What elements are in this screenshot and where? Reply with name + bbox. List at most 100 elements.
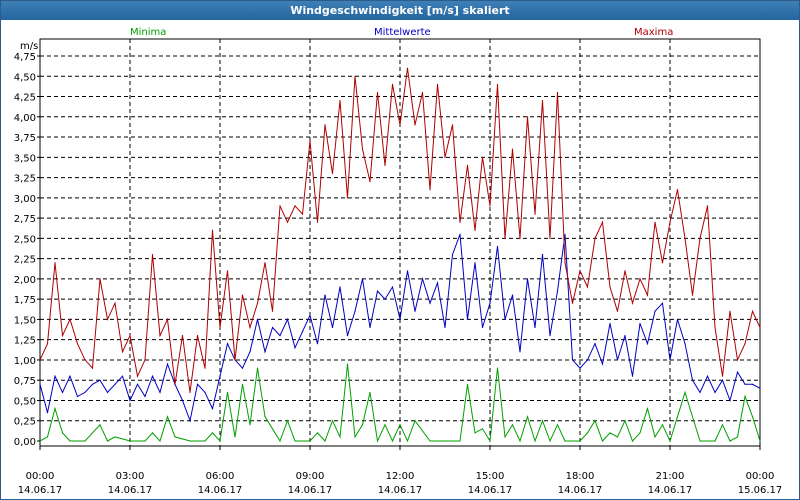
data-point-maxima (684, 237, 686, 239)
data-point-minima (144, 440, 146, 442)
data-point-minima (601, 440, 604, 442)
x-tick-time: 15:00 (476, 471, 505, 482)
data-point-minima (399, 424, 401, 426)
y-tick-label: 1,50 (14, 315, 36, 326)
data-point-mittelwerte (211, 408, 214, 410)
data-point-mittelwerte (459, 233, 461, 235)
data-point-mittelwerte (481, 326, 484, 329)
data-point-maxima (76, 343, 79, 345)
data-point-minima (106, 440, 109, 442)
data-point-minima (684, 391, 686, 393)
data-point-minima (759, 440, 761, 442)
data-point-maxima (309, 140, 311, 142)
y-tick-label: 2,75 (14, 214, 36, 225)
data-point-maxima (639, 278, 641, 280)
data-point-minima (736, 436, 739, 438)
data-point-minima (99, 424, 101, 426)
data-point-maxima (144, 359, 146, 361)
data-point-mittelwerte (541, 254, 544, 256)
data-point-minima (519, 440, 521, 442)
data-point-maxima (616, 310, 619, 312)
data-point-maxima (376, 91, 379, 94)
data-point-minima (444, 440, 446, 442)
data-point-minima (429, 440, 431, 442)
data-point-maxima (751, 310, 754, 312)
data-point-mittelwerte (414, 310, 416, 312)
data-point-mittelwerte (676, 318, 679, 320)
data-point-minima (271, 428, 274, 430)
y-tick-label: 1,00 (14, 356, 36, 367)
data-point-maxima (384, 164, 386, 166)
y-tick-label: 0,25 (14, 417, 36, 428)
data-point-maxima (586, 286, 589, 288)
data-point-minima (654, 436, 656, 438)
data-point-mittelwerte (699, 391, 701, 393)
data-point-minima (54, 408, 56, 410)
data-point-mittelwerte (369, 326, 371, 329)
data-point-mittelwerte (609, 322, 611, 325)
data-point-mittelwerte (129, 399, 131, 402)
data-point-minima (676, 416, 679, 418)
data-point-mittelwerte (616, 359, 619, 361)
data-point-maxima (354, 75, 356, 77)
data-point-mittelwerte (264, 351, 266, 353)
data-point-mittelwerte (316, 343, 319, 345)
data-point-maxima (271, 310, 274, 312)
data-point-mittelwerte (736, 371, 739, 373)
data-point-maxima (84, 359, 86, 361)
data-point-mittelwerte (76, 395, 79, 397)
data-point-maxima (474, 229, 476, 231)
data-point-mittelwerte (189, 420, 191, 422)
data-point-maxima (594, 237, 596, 239)
x-tick-date: 14.06.17 (108, 485, 153, 496)
data-point-maxima (699, 237, 701, 239)
y-axis-unit: m/s (20, 41, 38, 52)
data-point-maxima (526, 116, 529, 118)
data-point-maxima (721, 375, 724, 377)
data-point-maxima (459, 221, 461, 223)
y-tick-label: 3,25 (14, 174, 36, 185)
data-point-maxima (331, 172, 334, 175)
data-point-maxima (219, 326, 221, 329)
data-point-minima (316, 432, 319, 434)
data-point-maxima (54, 262, 56, 264)
data-point-mittelwerte (571, 359, 574, 361)
data-point-minima (159, 440, 161, 442)
data-point-mittelwerte (256, 318, 259, 320)
data-point-mittelwerte (346, 335, 349, 337)
data-point-minima (534, 440, 536, 442)
data-point-maxima (676, 189, 679, 191)
data-point-minima (489, 440, 491, 442)
data-point-mittelwerte (496, 245, 499, 248)
data-point-maxima (489, 205, 491, 207)
data-point-maxima (136, 375, 139, 377)
legend-minima: Minima (130, 27, 166, 38)
data-point-minima (564, 440, 566, 442)
data-point-maxima (324, 124, 326, 126)
data-point-maxima (361, 148, 364, 150)
data-point-maxima (646, 294, 649, 296)
data-point-maxima (466, 164, 469, 166)
data-point-minima (61, 432, 64, 434)
data-point-mittelwerte (91, 383, 94, 385)
data-point-maxima (564, 262, 566, 264)
data-point-mittelwerte (519, 351, 521, 353)
data-point-mittelwerte (196, 383, 199, 385)
data-point-minima (721, 424, 724, 426)
data-point-maxima (661, 262, 664, 264)
data-point-mittelwerte (391, 286, 394, 288)
data-point-mittelwerte (159, 391, 161, 393)
y-tick-label: 3,00 (14, 194, 36, 205)
data-point-maxima (189, 391, 191, 393)
y-tick-label: 1,75 (14, 295, 36, 306)
data-point-minima (369, 391, 371, 393)
data-point-minima (204, 440, 206, 442)
data-point-mittelwerte (361, 278, 364, 280)
window-title: Windgeschwindigkeit [m/s] skaliert (1, 1, 799, 20)
data-point-mittelwerte (384, 298, 386, 300)
data-point-maxima (301, 213, 304, 215)
x-tick-time: 00:00 (26, 471, 55, 482)
data-point-mittelwerte (691, 379, 694, 381)
data-point-maxima (114, 302, 116, 304)
y-tick-label: 0,00 (14, 437, 36, 448)
